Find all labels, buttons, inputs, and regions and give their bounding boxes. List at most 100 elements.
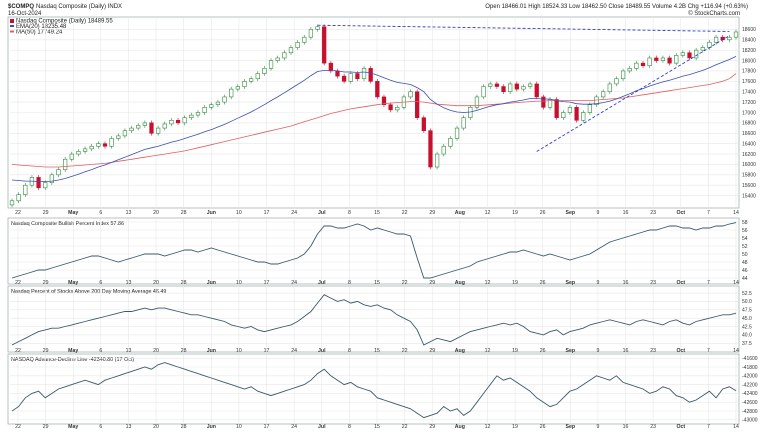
candle-body	[43, 182, 48, 189]
candle-body	[69, 153, 74, 160]
candle-body	[581, 112, 586, 121]
x-tick-label: 10	[236, 280, 242, 286]
x-tick-label: 17	[264, 424, 270, 430]
legend-swatch-ema	[10, 25, 14, 27]
candle-body	[248, 78, 254, 82]
candle-body	[36, 177, 41, 189]
candle-body	[601, 91, 606, 98]
trendline-support	[536, 35, 730, 152]
y-tick-label: 17800	[742, 69, 756, 75]
candle-body	[614, 78, 619, 85]
y-tick-label: 52.5	[742, 291, 752, 297]
candle-body	[209, 104, 214, 108]
candle-body	[175, 119, 181, 124]
y-tick-label: 46	[742, 268, 748, 274]
x-tick-label: May	[68, 210, 78, 216]
indicator-line-3	[11, 362, 737, 419]
candle-body	[574, 107, 579, 121]
candle-body	[76, 151, 81, 155]
x-tick-label: 7	[707, 280, 710, 286]
x-tick-label: 24	[291, 424, 297, 430]
x-tick-label: 20	[153, 280, 159, 286]
x-tick-label: Oct	[676, 210, 685, 216]
x-tick-label: 13	[126, 210, 132, 216]
sma50-line	[11, 73, 737, 168]
x-tick-label: 20	[153, 348, 159, 354]
y-tick-label: 47.5	[742, 308, 752, 314]
candle-body	[547, 99, 553, 108]
x-tick-label: 9	[596, 280, 599, 286]
x-tick-label: Sep	[566, 424, 576, 430]
adline-panel-frame	[7, 353, 740, 425]
x-tick-label: 22	[15, 280, 21, 286]
candle-body	[448, 138, 453, 147]
candle-body	[275, 57, 280, 61]
candle-body	[514, 83, 519, 90]
legend-swatch-price	[10, 19, 14, 23]
x-tick-label: 22	[402, 424, 408, 430]
candle-body	[700, 47, 705, 51]
candle-body	[474, 96, 480, 108]
candle-body	[282, 52, 287, 59]
x-tick-label: 15	[374, 280, 380, 286]
candle-body	[468, 107, 473, 118]
x-tick-label: 16	[623, 424, 629, 430]
x-tick-label: 19	[512, 210, 518, 216]
x-tick-label: 29	[43, 424, 49, 430]
x-tick-label: Jun	[207, 210, 216, 216]
x-tick-label: 10	[236, 210, 242, 216]
x-tick-label: 22	[402, 210, 408, 216]
x-tick-label: Jun	[207, 424, 216, 430]
x-tick-label: 6	[99, 210, 102, 216]
candle-body	[375, 81, 380, 98]
x-tick-label: 13	[126, 424, 132, 430]
candle-body	[348, 73, 353, 82]
y-tick-label: 16000	[742, 162, 756, 168]
x-tick-label: 20	[153, 424, 159, 430]
candle-body	[182, 117, 187, 124]
x-tick-label: May	[68, 280, 78, 286]
candle-body	[229, 88, 234, 98]
candle-body	[687, 52, 692, 59]
x-tick-label: 29	[429, 210, 435, 216]
y-tick-label: 50.0	[742, 299, 752, 305]
x-tick-label: 7	[707, 348, 710, 354]
x-tick-label: 22	[402, 348, 408, 354]
x-tick-label: 15	[374, 348, 380, 354]
x-tick-label: Jun	[207, 348, 216, 354]
candle-body	[727, 36, 732, 41]
candle-body	[149, 122, 154, 134]
y-tick-label: 15600	[742, 183, 756, 189]
legend-ema-label: EMA(20) 18235.48	[16, 24, 67, 30]
candle-body	[713, 36, 719, 43]
x-tick-label: Jul	[318, 424, 326, 430]
x-tick-label: 23	[650, 210, 656, 216]
legend-sma-label: MA(50) 17749.24	[16, 29, 63, 35]
x-tick-label: 17	[264, 210, 270, 216]
x-tick-label: 22	[15, 348, 21, 354]
y-tick-label: 52	[742, 244, 748, 250]
x-tick-label: 29	[429, 424, 435, 430]
x-tick-label: 12	[485, 348, 491, 354]
x-tick-label: 19	[512, 280, 518, 286]
ema20-line	[11, 56, 737, 183]
y-tick-label: 44	[742, 276, 748, 282]
y-tick-label: 54	[742, 236, 748, 242]
y-tick-label: 58	[742, 220, 748, 226]
x-tick-label: Jul	[318, 280, 326, 286]
candle-body	[733, 31, 739, 38]
candle-body	[162, 123, 167, 129]
candle-body	[368, 68, 373, 82]
candle-body	[481, 86, 486, 98]
y-tick-label: -42000	[742, 374, 758, 380]
pct200-panel-title: Nasdaq Percent of Stocks Above 200 Day M…	[11, 289, 166, 295]
y-tick-label: 16600	[742, 131, 756, 137]
x-tick-label: Oct	[676, 424, 685, 430]
x-tick-label: 14	[733, 210, 739, 216]
y-tick-label: 56	[742, 228, 748, 234]
candle-body	[527, 83, 533, 87]
x-tick-label: 26	[540, 424, 546, 430]
x-tick-label: 24	[291, 348, 297, 354]
x-tick-label: 28	[181, 424, 187, 430]
